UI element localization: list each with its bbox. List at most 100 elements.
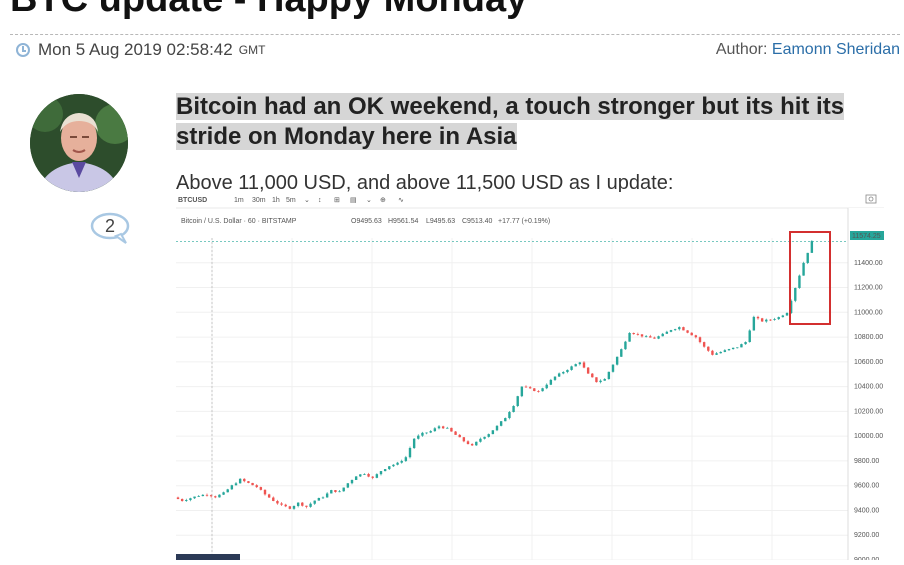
candle-body: [773, 319, 776, 320]
candle-body: [578, 362, 582, 365]
candle-body: [421, 432, 424, 436]
candle-body: [537, 391, 540, 392]
candle-body: [586, 367, 590, 374]
drawing-icon[interactable]: ∿: [398, 197, 404, 204]
candle-body: [487, 434, 490, 437]
price-tick-label: 9600.00: [854, 483, 879, 490]
article-headline: Bitcoin had an OK weekend, a touch stron…: [176, 92, 884, 152]
candle-body: [433, 428, 437, 432]
price-tick-label: 9400.00: [854, 507, 879, 514]
comment-count-bubble[interactable]: 2: [90, 212, 132, 244]
price-tick-label: 11000.00: [854, 309, 883, 316]
interval-dropdown-icon[interactable]: ⌄: [304, 197, 310, 204]
author-avatar[interactable]: [30, 94, 128, 192]
price-tick-label: 9800.00: [854, 458, 879, 465]
candle-body: [383, 469, 387, 472]
interval-1h[interactable]: 1h: [272, 197, 280, 204]
candle-body: [690, 332, 693, 336]
candle-body: [611, 364, 615, 372]
candle-body: [686, 330, 689, 333]
candle-body: [371, 476, 374, 478]
clock-icon: [16, 43, 30, 57]
add-icon[interactable]: ⊕: [380, 197, 386, 204]
candle-body: [607, 371, 611, 379]
candle-body: [723, 350, 727, 352]
article-meta: Mon 5 Aug 2019 02:58:42 GMT Author: Eamo…: [10, 34, 900, 65]
candlestick-series: [176, 240, 814, 510]
candle-body: [446, 427, 449, 429]
candle-body: [789, 300, 793, 314]
compare-icon[interactable]: ↕: [318, 197, 322, 204]
candle-body: [599, 380, 602, 383]
candle-body: [495, 425, 499, 431]
candle-body: [620, 349, 623, 357]
ohlc-low: L9495.63: [426, 218, 455, 225]
candle-body: [412, 438, 416, 448]
candle-body: [317, 498, 321, 501]
ohlc-change: +17.77 (+0.19%): [498, 218, 550, 225]
candle-body: [342, 487, 345, 492]
candle-body: [802, 262, 805, 276]
candle-body: [180, 499, 184, 501]
comment-bubble-icon: [90, 212, 130, 244]
candle-body: [450, 427, 453, 432]
candle-body: [292, 506, 296, 509]
candle-body: [615, 356, 619, 365]
candle-body: [396, 462, 399, 465]
price-chart[interactable]: BTCUSD 1m 30m 1h 5m ⌄ ↕ ⊞ ▤ ⌄ ⊕ ∿ Bitcoi…: [176, 192, 884, 564]
article-date: Mon 5 Aug 2019 02:58:42 GMT: [16, 40, 265, 60]
chart-type-dropdown-icon[interactable]: ⌄: [366, 197, 372, 204]
candle-body: [354, 476, 358, 480]
price-tick-label: 9200.00: [854, 532, 879, 539]
candle-body: [736, 347, 739, 349]
candle-body: [553, 376, 557, 380]
candle-body: [707, 346, 710, 351]
candle-body: [748, 330, 751, 343]
candle-body: [760, 318, 764, 322]
interval-5m[interactable]: 5m: [286, 197, 296, 204]
candle-body: [512, 406, 515, 413]
price-tick-label: 10600.00: [854, 359, 883, 366]
last-price-badge: 11574.25: [850, 231, 884, 240]
candle-body: [296, 502, 300, 507]
candle-body: [321, 497, 325, 499]
chart-type-icon[interactable]: ▤: [350, 197, 357, 204]
candle-body: [603, 378, 606, 381]
candle-body: [408, 447, 412, 458]
interval-1m[interactable]: 1m: [234, 197, 244, 204]
candle-body: [218, 494, 221, 498]
highlight-box: [789, 231, 831, 325]
candle-body: [570, 366, 573, 370]
indicator-icon[interactable]: ⊞: [334, 197, 340, 204]
price-axis[interactable]: 11400.00 11200.00 11000.00 10800.00 10600.00…: [847, 208, 884, 564]
candle-body: [222, 492, 225, 495]
candle-body: [752, 316, 756, 331]
candle-body: [350, 479, 354, 484]
candle-body: [288, 506, 292, 509]
candle-body: [649, 336, 652, 338]
candle-body: [640, 334, 644, 337]
author-link[interactable]: Eamonn Sheridan: [771, 41, 900, 58]
article-title: BTC update - Happy Monday: [10, 0, 527, 21]
price-tick-label: 10000.00: [854, 433, 883, 440]
candle-body: [744, 342, 747, 345]
chart-grid: [176, 238, 853, 561]
ohlc-open: O9495.63: [351, 218, 382, 225]
time-scroll-handle[interactable]: [176, 554, 240, 560]
candle-body: [785, 313, 789, 316]
candle-body: [454, 431, 457, 435]
candle-body: [719, 351, 722, 354]
candle-body: [226, 489, 229, 493]
candle-body: [644, 336, 648, 338]
candle-body: [359, 474, 362, 477]
interval-30m[interactable]: 30m: [252, 197, 266, 204]
candle-body: [404, 457, 408, 461]
candle-body: [508, 412, 511, 419]
candle-body: [740, 344, 743, 348]
candle-body: [462, 437, 466, 442]
price-tick-label: 11200.00: [854, 285, 883, 292]
candle-body: [301, 502, 304, 506]
toolbar-symbol[interactable]: BTCUSD: [178, 197, 207, 204]
camera-icon[interactable]: [865, 194, 877, 204]
candle-body: [653, 337, 656, 339]
